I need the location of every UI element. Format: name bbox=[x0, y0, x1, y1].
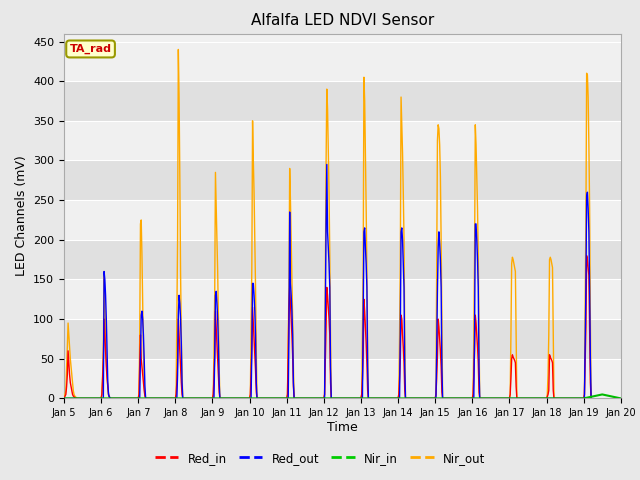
Y-axis label: LED Channels (mV): LED Channels (mV) bbox=[15, 156, 28, 276]
Title: Alfalfa LED NDVI Sensor: Alfalfa LED NDVI Sensor bbox=[251, 13, 434, 28]
Legend: Red_in, Red_out, Nir_in, Nir_out: Red_in, Red_out, Nir_in, Nir_out bbox=[150, 447, 490, 469]
Bar bbox=[64, 240, 621, 279]
Bar bbox=[64, 319, 621, 359]
Bar bbox=[64, 34, 621, 81]
Bar bbox=[64, 121, 621, 160]
Bar bbox=[64, 359, 621, 398]
Bar bbox=[64, 81, 621, 121]
Bar bbox=[64, 279, 621, 319]
Text: TA_rad: TA_rad bbox=[70, 44, 111, 54]
Bar bbox=[64, 160, 621, 200]
X-axis label: Time: Time bbox=[327, 421, 358, 434]
Bar bbox=[64, 200, 621, 240]
